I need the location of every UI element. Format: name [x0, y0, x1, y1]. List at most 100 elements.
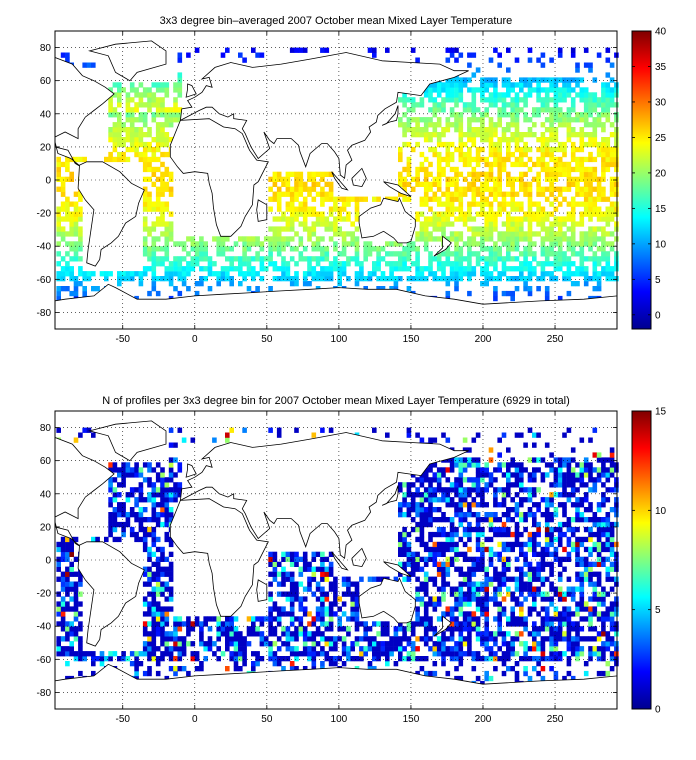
bin-cell: [566, 181, 572, 187]
bin-cell: [536, 576, 541, 582]
bin-cell: [65, 551, 70, 557]
bin-cell: [536, 656, 541, 662]
bin-cell: [410, 241, 416, 247]
bin-cell: [341, 271, 347, 277]
bin-cell: [432, 631, 438, 637]
bin-cell: [544, 77, 550, 83]
bin-cell: [536, 201, 541, 207]
bin-cell: [333, 646, 338, 652]
bin-cell: [281, 626, 286, 632]
bin-cell: [419, 266, 425, 272]
bin-cell: [281, 606, 286, 612]
bin-cell: [441, 561, 446, 567]
bin-cell: [393, 576, 399, 582]
bin-cell: [65, 566, 70, 572]
bin-cell: [527, 246, 533, 252]
bin-cell: [592, 276, 598, 282]
x-tick-label: 150: [403, 334, 420, 345]
bin-cell: [510, 102, 515, 108]
bin-cell: [199, 666, 204, 672]
bin-cell: [549, 666, 554, 672]
bin-cell: [168, 442, 174, 448]
bin-cell: [605, 661, 611, 667]
bin-cell: [216, 246, 221, 252]
bin-cell: [506, 586, 511, 592]
bin-cell: [311, 246, 317, 252]
bin-cell: [506, 477, 511, 483]
bin-cell: [324, 651, 330, 657]
bin-cell: [514, 472, 520, 478]
bin-cell: [462, 156, 468, 163]
bin-cell: [497, 52, 502, 58]
bin-cell: [134, 137, 139, 143]
bin-cell: [129, 276, 135, 282]
bin-cell: [147, 482, 152, 488]
bin-cell: [147, 256, 152, 262]
bin-cell: [449, 631, 455, 637]
bin-cell: [471, 52, 477, 58]
bin-cell: [484, 171, 489, 177]
bin-cell: [454, 261, 459, 267]
bin-cell: [324, 621, 330, 627]
bin-cell: [562, 97, 567, 103]
bin-cell: [428, 146, 433, 153]
bin-cell: [501, 606, 507, 612]
bin-cell: [108, 656, 113, 662]
bin-cell: [458, 256, 464, 262]
bin-cell: [333, 196, 338, 202]
bin-cell: [441, 231, 446, 237]
bin-cell: [268, 631, 273, 637]
bin-cell: [575, 477, 580, 483]
bin-cell: [354, 201, 360, 207]
bin-cell: [328, 571, 334, 577]
bin-cell: [415, 616, 420, 622]
bin-cell: [570, 641, 576, 647]
bin-cell: [164, 675, 170, 682]
bin-cell: [519, 656, 524, 662]
bin-cell: [56, 601, 61, 607]
bin-cell: [155, 571, 161, 577]
bin-cell: [471, 72, 477, 78]
bin-cell: [609, 586, 615, 592]
bin-cell: [601, 621, 606, 627]
bin-cell: [190, 261, 196, 267]
bin-cell: [151, 137, 157, 143]
bin-cell: [544, 616, 550, 622]
bin-cell: [557, 526, 563, 533]
bin-cell: [410, 246, 416, 252]
bin-cell: [147, 246, 152, 252]
bin-cell: [605, 137, 611, 143]
bin-cell: [147, 107, 152, 113]
bin-cell: [315, 551, 321, 557]
bin-cell: [510, 596, 515, 602]
bin-cell: [134, 151, 139, 158]
bin-cell: [402, 536, 407, 543]
land-mass: [169, 118, 269, 237]
bin-cell: [549, 181, 554, 187]
bin-cell: [592, 521, 598, 528]
bin-cell: [320, 266, 325, 272]
bin-cell: [220, 246, 226, 252]
bin-cell: [510, 472, 515, 478]
bin-cell: [449, 646, 455, 652]
bin-cell: [311, 661, 317, 667]
bin-cell: [601, 462, 606, 468]
bin-cell: [519, 186, 524, 192]
bin-cell: [445, 151, 451, 158]
bin-cell: [86, 276, 92, 282]
bin-cell: [233, 256, 239, 262]
bin-cell: [605, 112, 611, 118]
bin-cell: [160, 507, 165, 513]
bin-cell: [402, 246, 407, 252]
bin-cell: [458, 626, 464, 632]
bin-cell: [432, 122, 438, 128]
bin-cell: [65, 591, 70, 597]
bin-cell: [566, 661, 572, 667]
bin-cell: [220, 52, 226, 58]
bin-cell: [268, 236, 273, 242]
bin-cell: [181, 621, 187, 627]
bin-cell: [480, 186, 485, 192]
bin-cell: [311, 666, 317, 672]
bin-cell: [614, 186, 619, 192]
bin-cell: [255, 656, 260, 662]
